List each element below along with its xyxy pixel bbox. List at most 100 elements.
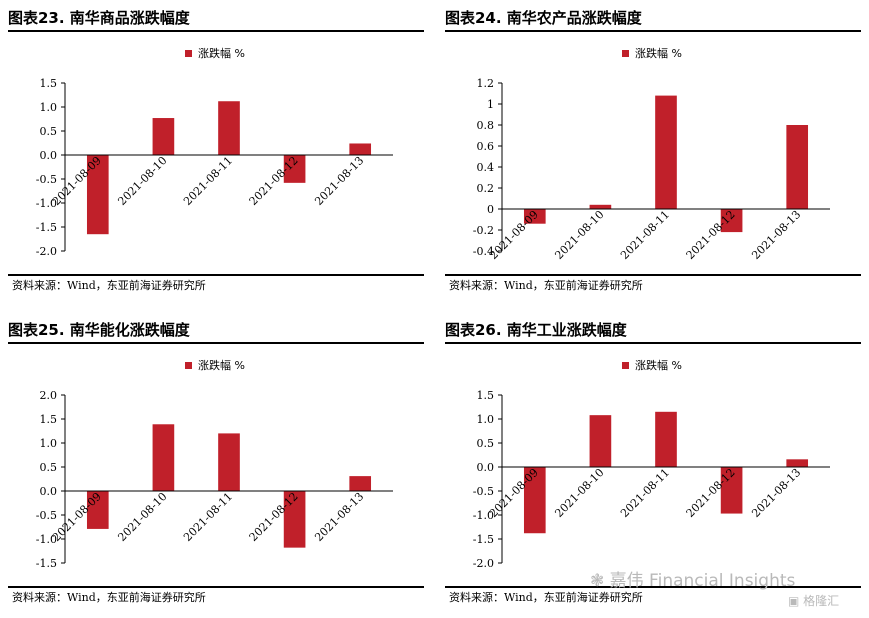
bar (283, 155, 306, 183)
y-tick-label: 1.0 (40, 101, 58, 114)
watermark-text: 嘉伟 Financial Insights (609, 571, 796, 591)
y-tick-label: -1.0 (36, 197, 57, 210)
wechat-icon: ❃ (590, 571, 605, 591)
bar (786, 459, 809, 467)
x-tick-label: 2021-08-11 (618, 208, 672, 262)
chart-title-text: 图表26. 南华工业涨跌幅度 (445, 321, 627, 339)
source-note: 资料来源：Wind，东亚前海证券研究所 (445, 586, 861, 606)
chart-title-text: 图表25. 南华能化涨跌幅度 (8, 321, 190, 339)
y-tick-label: -1.5 (473, 533, 494, 546)
chart-panel-24: 图表24. 南华农产品涨跌幅度 涨跌幅 % -0.4 -0.2 0 0.2 0.4 0.6 0… (445, 6, 861, 306)
x-tick-label: 2021-08-10 (552, 208, 606, 262)
y-tick-label: -2.0 (36, 245, 57, 258)
y-tick-label: -1.5 (36, 221, 57, 234)
y-tick-label: 0.6 (477, 140, 495, 153)
chart-svg: 涨跌幅 % -0.4 -0.2 0 0.2 0.4 0.6 0.8 1 1.2 2021-08-09… (473, 46, 830, 262)
x-tick-label: 2021-08-12 (684, 208, 738, 262)
legend-label: 涨跌幅 % (198, 358, 245, 372)
watermark-logo: ▣ 格隆汇 (788, 592, 839, 609)
x-tick-label: 2021-08-09 (487, 208, 541, 262)
y-tick-label: 0.0 (40, 149, 58, 162)
legend-swatch (622, 362, 629, 369)
bar (589, 415, 612, 467)
y-tick-label: 0 (487, 203, 494, 216)
chart-svg: 涨跌幅 % -2.0 -1.5 -1.0 -0.5 0.0 0.5 1.0 1.5 2021-08… (36, 46, 393, 258)
y-tick-label: -1.0 (36, 533, 57, 546)
legend-label: 涨跌幅 % (635, 358, 682, 372)
chart-title: 图表23. 南华商品涨跌幅度 (8, 6, 424, 32)
y-tick-label: 0.8 (477, 119, 495, 132)
chart-svg: 涨跌幅 % -2.0 -1.5 -1.0 -0.5 0.0 0.5 1.0 1.5 2021-08… (473, 358, 830, 570)
bar (86, 491, 109, 529)
source-note: 资料来源：Wind，东亚前海证券研究所 (8, 274, 424, 294)
y-tick-label: -2.0 (473, 557, 494, 570)
legend-swatch (622, 50, 629, 57)
watermark-logo-text: 格隆汇 (803, 594, 840, 608)
logo-icon: ▣ (788, 594, 800, 608)
y-tick-label: 2.0 (40, 389, 58, 402)
y-tick-label: 1 (487, 98, 494, 111)
chart-title: 图表26. 南华工业涨跌幅度 (445, 318, 861, 344)
x-tick-label: 2021-08-10 (115, 490, 169, 544)
y-tick-label: 0.5 (40, 461, 58, 474)
watermark: ❃ 嘉伟 Financial Insights (590, 566, 795, 591)
legend-label: 涨跌幅 % (635, 46, 682, 60)
y-tick-label: 1.5 (477, 389, 495, 402)
chart-title-text: 图表23. 南华商品涨跌幅度 (8, 9, 190, 27)
x-tick-label: 2021-08-10 (115, 154, 169, 208)
y-tick-label: -0.5 (473, 485, 494, 498)
bar (349, 143, 372, 155)
bar (523, 467, 546, 534)
bar (218, 433, 240, 491)
x-tick-label: 2021-08-13 (749, 208, 803, 262)
x-tick-label: 2021-08-11 (618, 466, 672, 520)
y-tick-label: -0.4 (473, 245, 494, 258)
source-note: 资料来源：Wind，东亚前海证券研究所 (445, 274, 861, 294)
y-tick-label: -0.2 (473, 224, 494, 237)
bar (786, 125, 809, 209)
y-tick-label: 1.0 (477, 413, 495, 426)
bar (720, 209, 743, 233)
legend-label: 涨跌幅 % (198, 46, 245, 60)
chart-panel-25: 图表25. 南华能化涨跌幅度 涨跌幅 % -1.5 -1.0 -0.5 0.0 0.5 1.… (8, 318, 424, 618)
y-tick-label: -1.0 (473, 509, 494, 522)
source-note: 资料来源：Wind，东亚前海证券研究所 (8, 586, 424, 606)
x-tick-label: 2021-08-13 (312, 154, 366, 208)
y-tick-label: -1.5 (36, 557, 57, 570)
y-tick-label: 0.5 (477, 437, 495, 450)
y-tick-label: 1.5 (40, 77, 58, 90)
bar (720, 467, 743, 514)
chart-title: 图表25. 南华能化涨跌幅度 (8, 318, 424, 344)
x-tick-label: 2021-08-11 (181, 490, 235, 544)
y-tick-label: 0.2 (477, 182, 495, 195)
bar (589, 204, 612, 209)
y-tick-label: 1.2 (477, 77, 495, 90)
bar (523, 209, 546, 224)
y-tick-label: 0.4 (477, 161, 495, 174)
x-tick-label: 2021-08-13 (312, 490, 366, 544)
y-tick-label: -0.5 (36, 509, 57, 522)
bar (86, 155, 109, 235)
bar (152, 424, 175, 491)
bar (349, 476, 372, 491)
bar (655, 411, 677, 467)
legend-swatch (185, 50, 192, 57)
chart-panel-23: 图表23. 南华商品涨跌幅度 涨跌幅 % -2.0 -1.5 -1.0 -0.5 0.0 0… (8, 6, 424, 306)
bar (655, 95, 677, 209)
chart-panel-26: 图表26. 南华工业涨跌幅度 涨跌幅 % -2.0 -1.5 -1.0 -0.5 0.0 0… (445, 318, 861, 618)
chart-title: 图表24. 南华农产品涨跌幅度 (445, 6, 861, 32)
y-tick-label: -0.5 (36, 173, 57, 186)
y-tick-label: 0.0 (40, 485, 58, 498)
chart-title-text: 图表24. 南华农产品涨跌幅度 (445, 9, 642, 27)
x-tick-label: 2021-08-10 (552, 466, 606, 520)
y-tick-label: 0.5 (40, 125, 58, 138)
x-tick-label: 2021-08-13 (749, 466, 803, 520)
bar (218, 101, 240, 155)
chart-svg: 涨跌幅 % -1.5 -1.0 -0.5 0.0 0.5 1.0 1.5 2.0 2021-08-… (36, 358, 393, 570)
bar (152, 118, 175, 155)
legend-swatch (185, 362, 192, 369)
y-tick-label: 1.0 (40, 437, 58, 450)
bar (283, 491, 306, 548)
y-tick-label: 0.0 (477, 461, 495, 474)
y-tick-label: 1.5 (40, 413, 58, 426)
